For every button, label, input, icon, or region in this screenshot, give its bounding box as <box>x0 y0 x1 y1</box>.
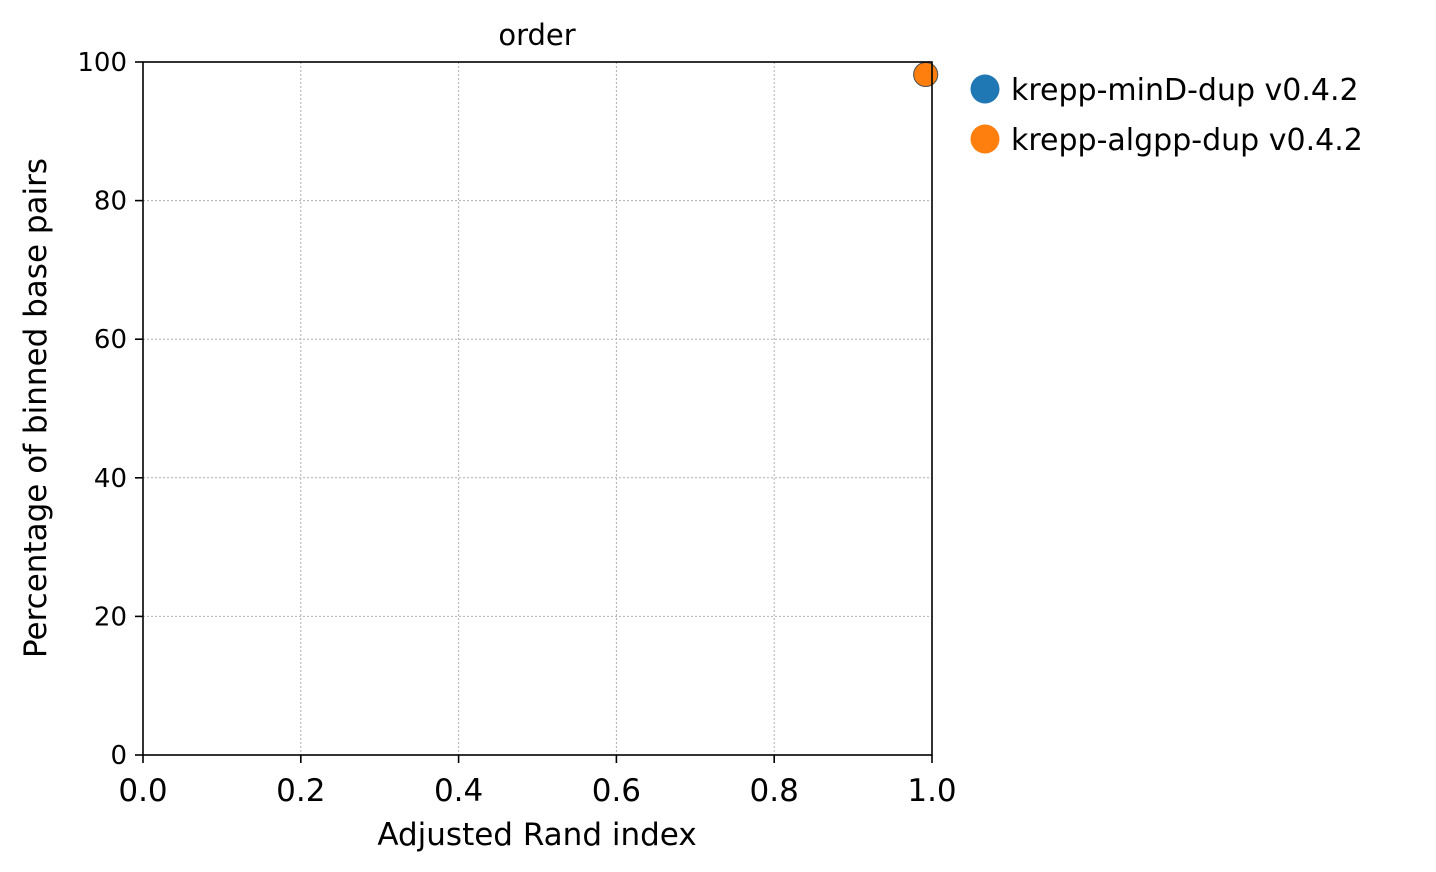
y-axis-title: Percentage of binned base pairs <box>18 158 54 658</box>
x-tick-label: 0.2 <box>276 773 325 809</box>
y-tick-label: 80 <box>94 187 127 217</box>
axis-ticks: 0.0 0.2 0.4 0.6 0.8 1.0 0 20 40 60 80 100 <box>77 48 956 809</box>
legend: krepp-minD-dup v0.4.2 krepp-algpp-dup v0.… <box>970 73 1363 158</box>
x-tick-label: 1.0 <box>907 773 956 809</box>
y-tick-label: 0 <box>110 741 127 771</box>
y-tick-label: 20 <box>94 602 127 632</box>
legend-label-series-1: krepp-minD-dup v0.4.2 <box>1011 73 1359 108</box>
x-tick-label: 0.0 <box>118 773 167 809</box>
plot-frame <box>142 61 933 756</box>
x-tick-label: 0.4 <box>434 773 483 809</box>
data-points <box>913 61 939 87</box>
chart-title: order <box>498 18 575 52</box>
legend-marker-series-1 <box>970 74 1000 104</box>
y-tick-label: 40 <box>94 464 127 494</box>
y-tick-label: 60 <box>94 325 127 355</box>
x-tick-label: 0.8 <box>750 773 799 809</box>
x-tick-label: 0.6 <box>592 773 641 809</box>
legend-label-series-2: krepp-algpp-dup v0.4.2 <box>1011 123 1363 158</box>
legend-marker-series-2 <box>970 124 1000 154</box>
x-axis-title: Adjusted Rand index <box>377 817 696 853</box>
y-tick-label: 100 <box>77 48 127 78</box>
data-point-series-2 <box>913 61 939 87</box>
